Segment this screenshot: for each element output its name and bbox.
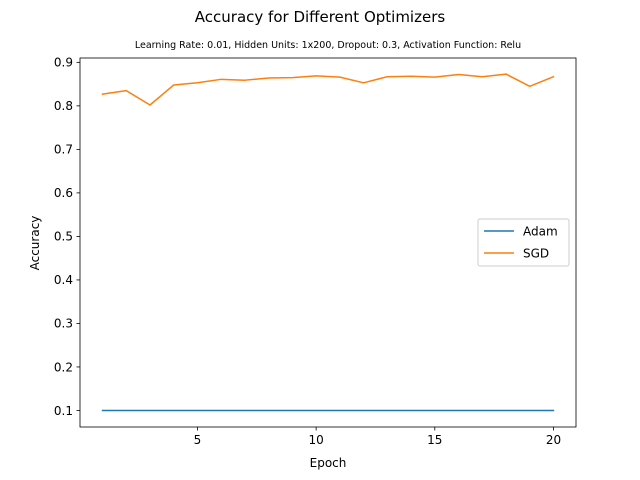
y-axis-label: Accuracy xyxy=(28,216,42,271)
y-tick-label: 0.2 xyxy=(54,360,73,374)
plot-frame xyxy=(79,57,577,428)
y-tick-label: 0.3 xyxy=(54,317,73,331)
y-tick-label: 0.4 xyxy=(54,273,73,287)
x-tick-label: 5 xyxy=(194,433,202,447)
y-tick-label: 0.7 xyxy=(54,143,73,157)
y-tick-label: 0.1 xyxy=(54,404,73,418)
series-line-sgd xyxy=(101,73,555,106)
chart-title: Accuracy for Different Optimizers xyxy=(195,8,446,26)
y-tick-label: 0.6 xyxy=(54,186,73,200)
x-tick-label: 20 xyxy=(546,433,561,447)
legend-label-adam: Adam xyxy=(523,225,558,239)
x-tick-label: 10 xyxy=(308,433,323,447)
legend-label-sgd: SGD xyxy=(523,247,549,261)
chart-subtitle: Learning Rate: 0.01, Hidden Units: 1x200… xyxy=(135,40,521,51)
y-tick-label: 0.8 xyxy=(54,99,73,113)
x-tick-label: 15 xyxy=(427,433,442,447)
y-tick-label: 0.5 xyxy=(54,230,73,244)
x-axis-label: Epoch xyxy=(310,456,347,470)
y-tick-label: 0.9 xyxy=(54,56,73,70)
plot-area: 5 10 15 20 0.1 0.2 0.3 0.4 0.5 0.6 0.7 0.8 0.9 xyxy=(54,56,577,447)
legend: Adam SGD xyxy=(477,218,570,267)
